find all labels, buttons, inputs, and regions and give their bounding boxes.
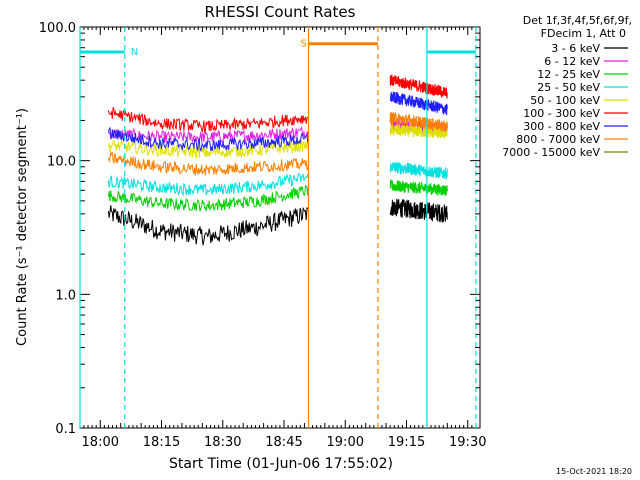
legend-item-label: 800 - 7000 keV	[516, 133, 600, 146]
legend-item-label: 3 - 6 keV	[551, 42, 600, 55]
plot-timestamp: 15-Oct-2021 18:20	[556, 467, 632, 476]
series-line	[389, 91, 448, 116]
series-line	[107, 184, 309, 212]
legend-item-label: 100 - 300 keV	[523, 107, 600, 120]
legend-header-line-1: Det 1f,3f,4f,5f,6f,9f,	[523, 14, 632, 27]
x-tick-label: 19:15	[388, 435, 425, 450]
series-line	[107, 205, 309, 246]
legend-item-label: 300 - 800 keV	[523, 120, 600, 133]
legend-item-label: 25 - 50 keV	[537, 81, 600, 94]
legend-item-label: 6 - 12 keV	[544, 55, 600, 68]
legend-item-label: 50 - 100 keV	[530, 94, 600, 107]
y-tick-label: 1.0	[55, 288, 76, 303]
annotation-label: S	[301, 39, 307, 50]
x-axis-label: Start Time (01-Jun-06 17:55:02)	[169, 456, 393, 472]
x-tick-label: 19:00	[327, 435, 364, 450]
series-line	[107, 172, 309, 197]
series-line	[389, 74, 448, 99]
x-tick-label: 18:30	[204, 435, 241, 450]
annotation-label: N	[131, 47, 138, 58]
series-line	[107, 106, 309, 134]
y-axis-label: Count Rate (s⁻¹ detector segment⁻¹)	[15, 108, 30, 346]
series-line	[107, 126, 309, 152]
series-line	[389, 160, 448, 180]
series-line	[389, 179, 448, 197]
x-tick-label: 18:45	[265, 435, 302, 450]
y-tick-label: 100.0	[39, 21, 76, 36]
x-tick-label: 18:00	[82, 435, 119, 450]
legend-item-label: 12 - 25 keV	[537, 68, 600, 81]
x-tick-label: 19:30	[449, 435, 486, 450]
y-tick-label: 10.0	[47, 155, 76, 170]
chart-title: RHESSI Count Rates	[205, 3, 356, 21]
series-line	[107, 150, 309, 176]
series-line	[389, 198, 448, 223]
plot-area: 18:00 18:15 18:30 18:45 19:00 19:15 19:30 0.1 1.…	[39, 21, 487, 450]
y-tick-label: 0.1	[55, 422, 76, 437]
x-tick-label: 18:15	[143, 435, 180, 450]
legend-header-line-2: FDecim 1, Att 0	[541, 27, 626, 40]
legend-item-label: 7000 - 15000 keV	[502, 146, 600, 159]
series-line	[389, 112, 448, 132]
